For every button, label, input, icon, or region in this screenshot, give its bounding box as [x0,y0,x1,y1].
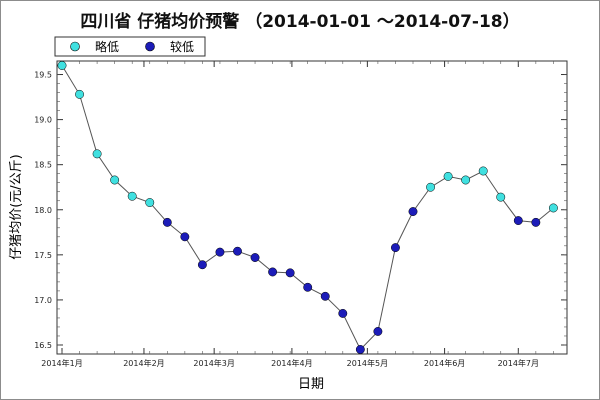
point-low [180,232,190,242]
y-tick-label: 19.0 [34,116,52,125]
point-low [355,345,365,354]
data-markers [57,61,558,354]
y-axis: 16.5 17.0 17.5 18.0 18.5 19.0 19.5 [34,71,567,350]
point-low [285,268,295,278]
y-tick-label: 18.0 [34,206,52,215]
y-tick-label: 18.5 [34,161,52,170]
y-tick-label: 19.5 [34,71,52,80]
x-tick-label: 2014年6月 [424,358,465,368]
point-low [338,308,348,318]
point-slightly-low [110,175,120,185]
x-tick-label: 2014年2月 [123,358,164,368]
point-low [233,246,242,256]
point-slightly-low [426,182,435,192]
point-slightly-low [443,171,453,181]
point-low [162,217,172,227]
x-tick-label: 2014年3月 [193,358,234,368]
legend-label-low: 较低 [170,39,194,54]
point-slightly-low [461,175,471,185]
point-slightly-low [75,89,85,99]
point-low [408,207,418,217]
point-low [197,260,207,270]
x-tick-label: 2014年5月 [347,358,388,368]
point-slightly-low [127,191,137,201]
point-slightly-low [145,198,155,207]
series-line [61,65,554,351]
x-tick-label: 2014年4月 [271,358,312,368]
point-low [373,327,383,336]
point-low [513,216,523,226]
y-tick-label: 17.5 [34,251,52,260]
point-low [531,217,541,227]
x-axis-title: 日期 [298,377,324,392]
y-axis-title: 仔猪均价(元/公斤) [9,154,24,260]
legend-box [54,36,206,57]
legend-label-slightly-low: 略低 [95,39,119,54]
legend-marker-low [145,41,155,52]
x-tick-label: 2014年1月 [41,358,82,368]
point-slightly-low [92,149,102,159]
point-slightly-low [57,61,67,70]
x-axis: 2014年1月 2014年2月 2014年3月 2014年4月 2014年5月 2014年… [41,61,554,368]
point-slightly-low [478,166,488,176]
point-low [215,247,225,257]
price-line [61,65,554,351]
legend: 略低 较低 [54,36,206,57]
point-slightly-low [496,192,506,202]
point-low [250,253,260,262]
legend-marker-slightly-low [70,41,80,52]
point-low [320,291,330,301]
plot-area [56,60,568,355]
y-tick-label: 17.0 [34,296,52,305]
point-low [391,243,400,253]
point-low [268,267,278,277]
point-low [303,282,313,292]
x-tick-label: 2014年7月 [498,358,539,368]
point-slightly-low [548,203,558,213]
chart-title: 四川省 仔猪均价预警 （2014-01-01 ～2014-07-18） [80,11,519,32]
y-tick-label: 16.5 [34,341,52,350]
